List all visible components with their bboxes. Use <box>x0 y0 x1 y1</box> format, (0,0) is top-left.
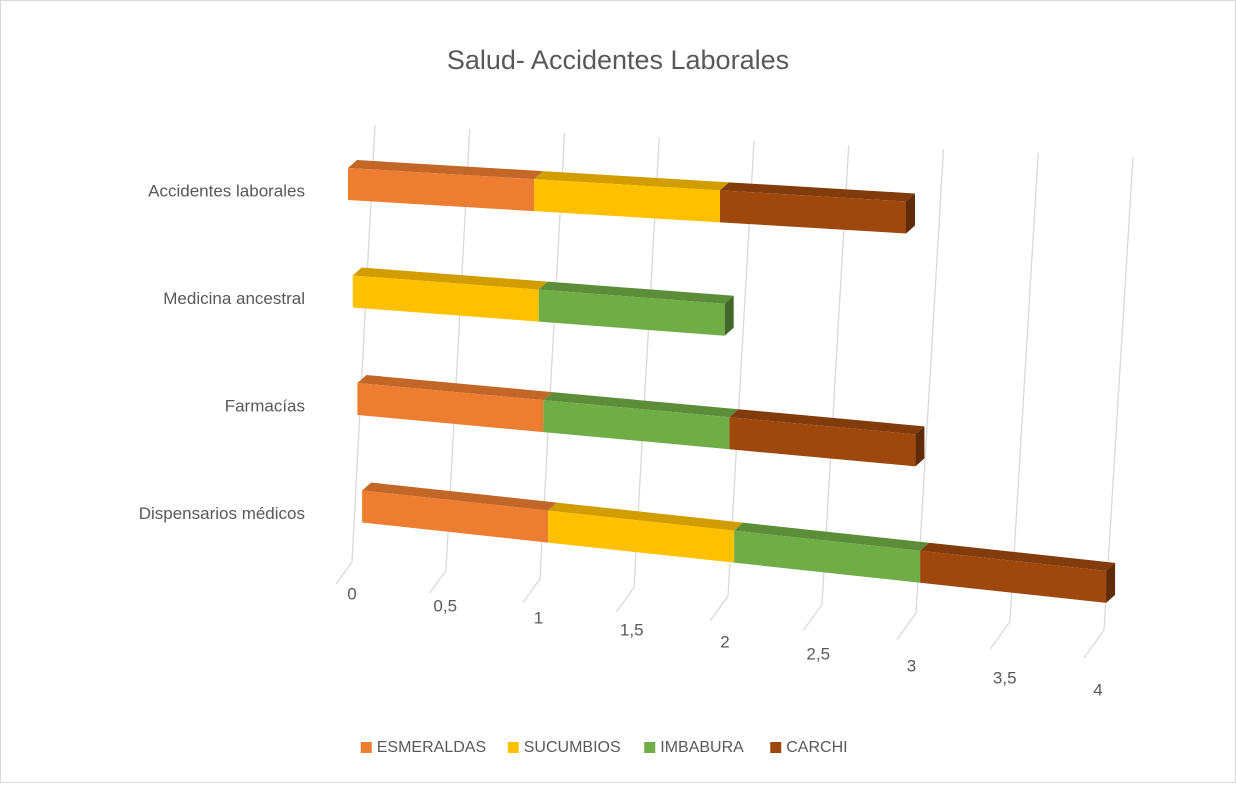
grid-line <box>1103 156 1134 631</box>
bar-segment <box>720 190 906 234</box>
bar-segment <box>538 289 725 336</box>
bar-segment <box>543 400 730 450</box>
category-label: Medicina ancestral <box>163 289 305 308</box>
bar-segment <box>357 383 544 433</box>
floor-grid-line <box>709 595 729 622</box>
bar-top <box>534 171 729 191</box>
bar-end <box>1106 562 1116 603</box>
x-tick-label: 1 <box>534 608 543 627</box>
x-tick-label: 2 <box>720 632 729 651</box>
legend-swatch <box>644 742 656 753</box>
bar-top <box>729 409 925 435</box>
floor-grid-line <box>428 570 447 594</box>
bar-top <box>720 182 915 202</box>
legend-label: IMBABURA <box>660 739 744 756</box>
bar-top <box>543 392 739 418</box>
grid-line <box>1009 152 1039 622</box>
bar-top <box>538 281 734 304</box>
floor-grid-line <box>989 621 1011 650</box>
category-label: Farmacías <box>225 396 305 415</box>
bar-top <box>920 542 1116 571</box>
bar-top <box>548 502 744 531</box>
bar-segment <box>362 490 549 543</box>
bar-end <box>906 193 915 234</box>
x-tick-label: 3,5 <box>993 668 1017 687</box>
legend-label: ESMERALDAS <box>377 739 486 756</box>
bar-segment <box>920 550 1107 603</box>
legend-swatch <box>507 742 519 753</box>
bar-segment <box>548 510 735 563</box>
bar-segment <box>534 179 720 223</box>
bar-end <box>724 295 734 336</box>
bar-top <box>362 482 558 511</box>
legend-label: CARCHI <box>786 739 847 756</box>
legend-swatch <box>770 742 782 753</box>
floor-grid-line <box>522 578 541 603</box>
chart-title: Salud- Accidentes Laborales <box>447 45 789 75</box>
legend-swatch <box>360 742 372 753</box>
floor-grid-line <box>335 561 353 585</box>
bar-segment <box>729 417 916 467</box>
bar-top <box>352 267 548 290</box>
category-label: Dispensarios médicos <box>139 504 305 523</box>
x-tick-label: 0,5 <box>433 596 457 615</box>
category-label: Accidentes laborales <box>148 181 305 200</box>
bar-top <box>348 160 543 180</box>
bar-segment <box>352 275 539 322</box>
x-tick-label: 1,5 <box>620 620 644 639</box>
floor-grid-line <box>802 604 823 631</box>
x-tick-label: 3 <box>907 656 916 675</box>
floor-grid-line <box>896 612 917 640</box>
bar-segment <box>348 168 534 212</box>
x-tick-label: 0 <box>347 584 356 603</box>
x-tick-label: 2,5 <box>806 644 830 663</box>
bar-top <box>357 375 553 401</box>
bar-top <box>734 522 930 551</box>
x-tick-label: 4 <box>1093 680 1102 699</box>
floor-grid-line <box>615 587 635 613</box>
bar-segment <box>734 530 921 583</box>
floor-grid-line <box>1083 629 1105 659</box>
grid-line <box>915 148 945 614</box>
bar-end <box>915 426 925 467</box>
legend-label: SUCUMBIOS <box>524 739 621 756</box>
